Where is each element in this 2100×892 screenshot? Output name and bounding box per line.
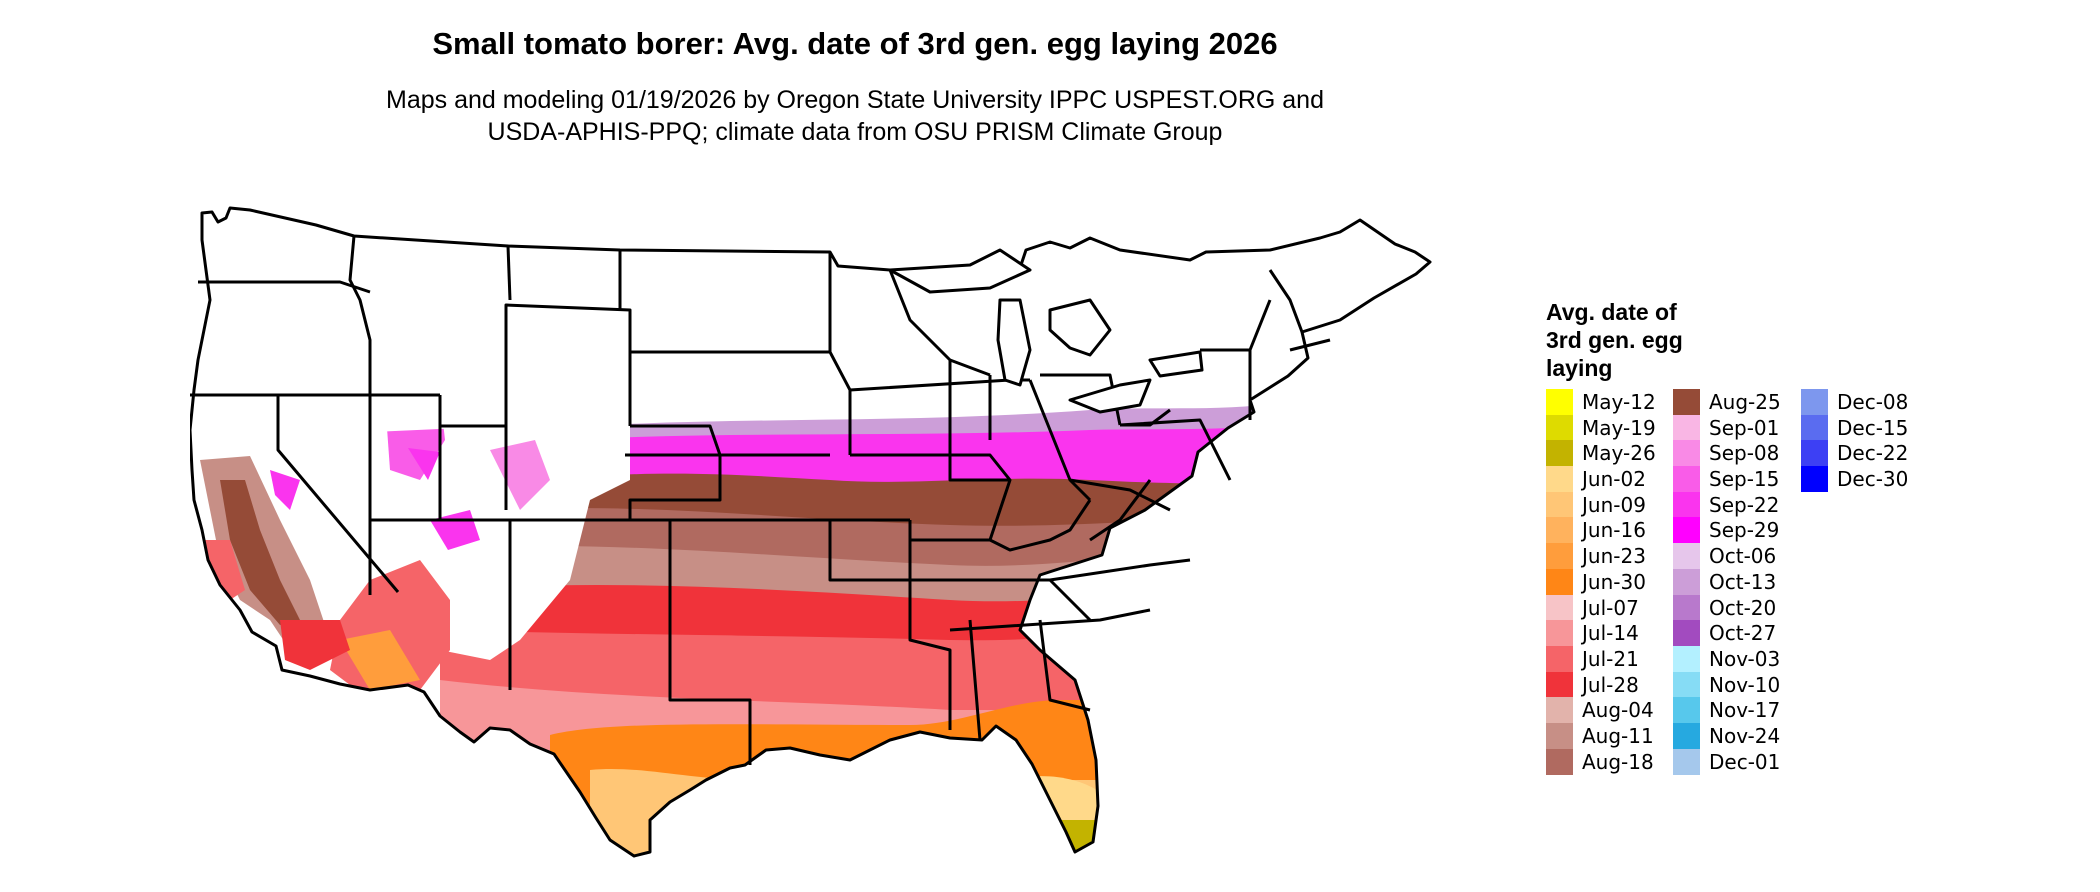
legend-swatch bbox=[1673, 414, 1700, 441]
legend-title-line: 3rd gen. egg bbox=[1546, 327, 1683, 353]
map-subtitle-line-2: USDA-APHIS-PPQ; climate data from OSU PR… bbox=[487, 118, 1223, 146]
legend-label: Oct-20 bbox=[1709, 595, 1777, 620]
legend-swatch bbox=[1546, 671, 1573, 698]
legend-swatch bbox=[1546, 389, 1573, 415]
legend-swatch bbox=[1673, 697, 1700, 724]
legend-swatch bbox=[1546, 414, 1573, 441]
legend-swatch bbox=[1801, 440, 1828, 467]
legend-swatch bbox=[1546, 491, 1573, 518]
legend-swatch bbox=[1673, 620, 1700, 647]
legend-swatch bbox=[1673, 517, 1700, 544]
legend-swatch bbox=[1546, 568, 1573, 595]
legend-label: Jun-09 bbox=[1582, 492, 1646, 517]
legend-label: May-19 bbox=[1582, 415, 1656, 440]
legend-label: Jul-28 bbox=[1582, 672, 1639, 697]
legend-title-line: Avg. date of bbox=[1546, 299, 1677, 325]
legend-swatch bbox=[1673, 491, 1700, 518]
legend-title-line: laying bbox=[1546, 355, 1613, 381]
legend-swatch bbox=[1673, 568, 1700, 595]
legend-label: Dec-30 bbox=[1837, 467, 1909, 492]
legend-swatch bbox=[1673, 440, 1700, 467]
legend-label: May-26 bbox=[1582, 441, 1656, 466]
legend-label: Jun-30 bbox=[1582, 569, 1646, 594]
legend-label: Oct-13 bbox=[1709, 569, 1777, 594]
legend-label: Aug-25 bbox=[1709, 390, 1781, 414]
legend-label: Sep-29 bbox=[1709, 518, 1780, 543]
legend-swatch bbox=[1546, 466, 1573, 493]
legend-swatch bbox=[1546, 594, 1573, 621]
legend-swatch bbox=[1546, 620, 1573, 647]
legend-label: Nov-24 bbox=[1709, 723, 1781, 748]
legend-swatch bbox=[1801, 466, 1828, 493]
legend-swatch bbox=[1546, 697, 1573, 724]
legend-label: Aug-04 bbox=[1582, 698, 1654, 723]
legend-label: Sep-22 bbox=[1709, 492, 1780, 517]
legend-label: May-12 bbox=[1582, 390, 1656, 414]
legend-label: Jun-23 bbox=[1582, 544, 1646, 569]
legend-swatch bbox=[1673, 671, 1700, 698]
legend-swatch bbox=[1546, 748, 1573, 775]
legend-swatch bbox=[1801, 414, 1828, 441]
legend-label: Nov-10 bbox=[1709, 672, 1781, 697]
map-title: Small tomato borer: Avg. date of 3rd gen… bbox=[432, 26, 1278, 61]
legend-swatch bbox=[1801, 389, 1828, 415]
us-map bbox=[190, 206, 1432, 858]
legend-label: Jul-07 bbox=[1582, 595, 1639, 620]
legend-label: Jul-21 bbox=[1582, 646, 1639, 671]
legend-swatch bbox=[1673, 722, 1700, 749]
legend-label: Dec-01 bbox=[1709, 749, 1781, 774]
legend-label: Aug-18 bbox=[1582, 749, 1654, 774]
legend-title: Avg. date of 3rd gen. egg laying bbox=[1546, 298, 1746, 382]
legend-label: Aug-11 bbox=[1582, 723, 1654, 748]
legend-swatch bbox=[1546, 440, 1573, 467]
legend-swatch bbox=[1673, 594, 1700, 621]
legend-swatch bbox=[1546, 645, 1573, 672]
legend-swatch bbox=[1673, 645, 1700, 672]
legend-label: Dec-15 bbox=[1837, 415, 1909, 440]
legend-label: Sep-15 bbox=[1709, 467, 1780, 492]
legend-label: Oct-06 bbox=[1709, 544, 1777, 569]
legend-label: Oct-27 bbox=[1709, 621, 1777, 646]
map-subtitle-line-1: Maps and modeling 01/19/2026 by Oregon S… bbox=[386, 86, 1324, 114]
legend-swatch bbox=[1546, 722, 1573, 749]
legend-swatch bbox=[1673, 748, 1700, 775]
legend-label: Nov-17 bbox=[1709, 698, 1781, 723]
legend-label: Nov-03 bbox=[1709, 646, 1781, 671]
legend-swatch bbox=[1546, 517, 1573, 544]
legend-swatch bbox=[1673, 389, 1700, 415]
legend-swatch bbox=[1673, 543, 1700, 570]
legend-label: Dec-08 bbox=[1837, 390, 1909, 414]
legend-label: Jul-14 bbox=[1582, 621, 1639, 646]
legend-label: Jun-16 bbox=[1582, 518, 1646, 543]
legend-label: Sep-08 bbox=[1709, 441, 1780, 466]
legend-label: Jun-02 bbox=[1582, 467, 1646, 492]
legend-swatch bbox=[1673, 466, 1700, 493]
legend-label: Sep-01 bbox=[1709, 415, 1780, 440]
legend-label: Dec-22 bbox=[1837, 441, 1909, 466]
legend-swatch bbox=[1546, 543, 1573, 570]
